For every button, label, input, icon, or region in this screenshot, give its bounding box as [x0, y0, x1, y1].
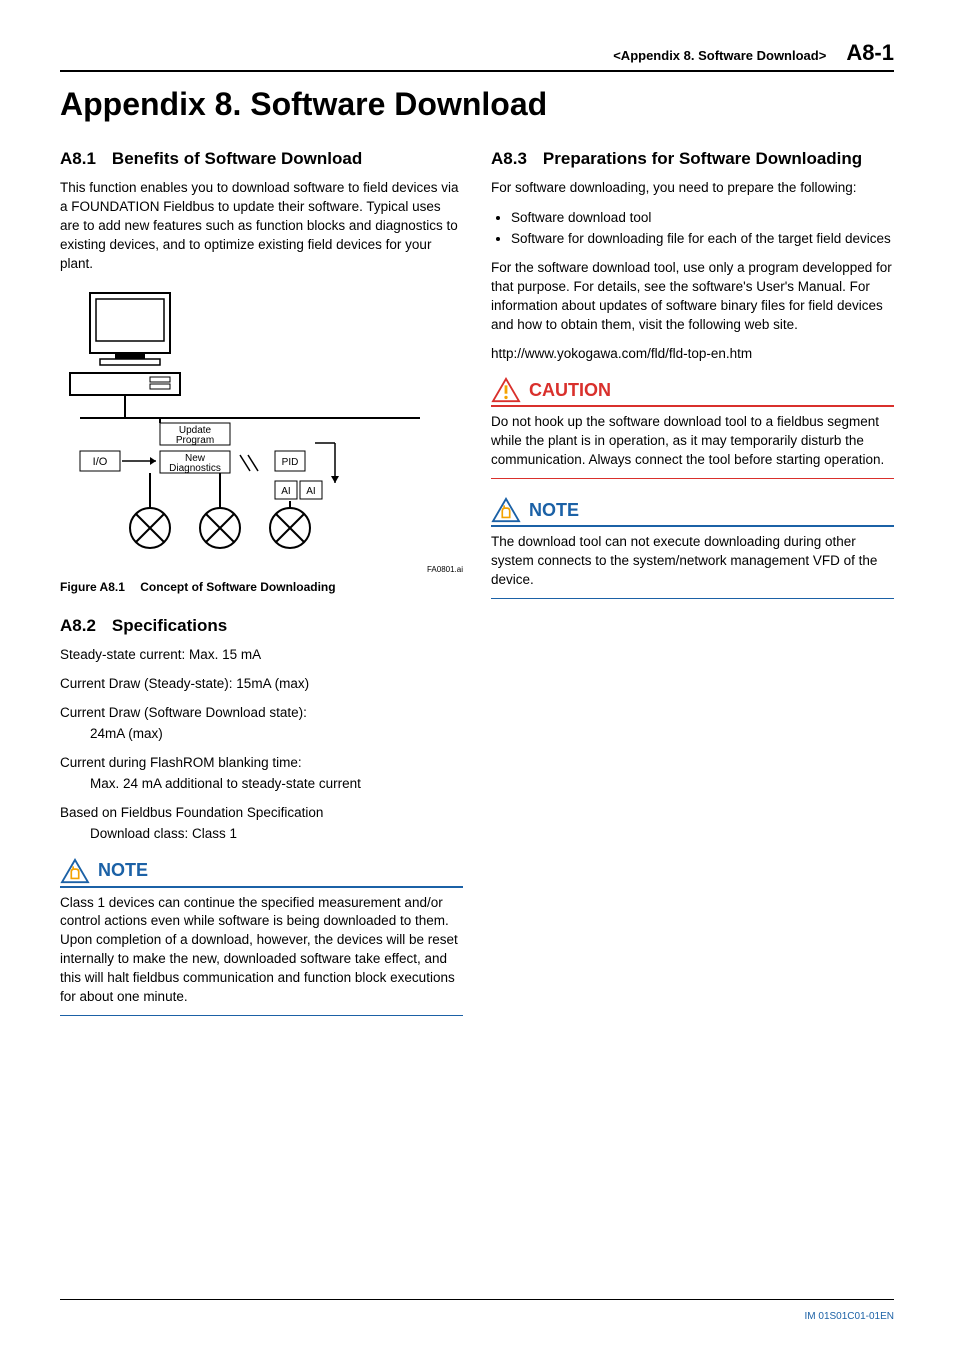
section-a8-1-para: This function enables you to download so… [60, 179, 463, 273]
spec-line: Based on Fieldbus Foundation Specificati… [60, 804, 463, 823]
section-a8-3-para2: For the software download tool, use only… [491, 259, 894, 335]
figure-a8-1-diagram: I/O Update Program New Diagnostics PID [60, 283, 463, 574]
svg-text:I/O: I/O [93, 456, 108, 468]
svg-text:Diagnostics: Diagnostics [169, 463, 221, 474]
section-title: Preparations for Software Downloading [543, 149, 862, 169]
svg-text:Program: Program [176, 435, 214, 446]
prep-list: Software download tool Software for down… [511, 208, 894, 249]
section-title: Benefits of Software Download [112, 149, 362, 169]
figure-caption: Figure A8.1 Concept of Software Download… [60, 580, 463, 594]
svg-text:AI: AI [281, 486, 290, 497]
spec-line-indent: Max. 24 mA additional to steady-state cu… [60, 775, 463, 794]
section-title: Specifications [112, 616, 227, 636]
note-hand-icon [60, 858, 90, 884]
note-body: The download tool can not execute downlo… [491, 533, 894, 599]
caution-callout: CAUTION Do not hook up the software down… [491, 377, 894, 479]
section-a8-2-heading: A8.2 Specifications [60, 616, 463, 636]
list-item: Software for downloading file for each o… [511, 229, 894, 249]
page-title: Appendix 8. Software Download [60, 86, 894, 123]
figure-caption-text: Concept of Software Downloading [140, 580, 335, 594]
caution-bang-icon [491, 377, 521, 403]
spec-line: Current Draw (Steady-state): 15mA (max) [60, 675, 463, 694]
svg-text:AI: AI [306, 486, 315, 497]
spec-line-indent: 24mA (max) [60, 725, 463, 744]
section-a8-3-url: http://www.yokogawa.com/fld/fld-top-en.h… [491, 345, 894, 364]
spec-line: Current during FlashROM blanking time: [60, 754, 463, 773]
figure-caption-label: Figure A8.1 [60, 580, 125, 594]
list-item: Software download tool [511, 208, 894, 228]
note-hand-icon [491, 497, 521, 523]
page-number: A8-1 [846, 40, 894, 66]
caution-body: Do not hook up the software download too… [491, 413, 894, 479]
breadcrumb: <Appendix 8. Software Download> [613, 48, 826, 63]
left-column: A8.1 Benefits of Software Download This … [60, 143, 463, 1034]
section-a8-1-heading: A8.1 Benefits of Software Download [60, 149, 463, 169]
section-number: A8.1 [60, 149, 96, 169]
section-a8-3-heading: A8.3 Preparations for Software Downloadi… [491, 149, 894, 169]
note-callout: NOTE Class 1 devices can continue the sp… [60, 858, 463, 1016]
content-columns: A8.1 Benefits of Software Download This … [60, 143, 894, 1034]
spec-line: Current Draw (Software Download state): [60, 704, 463, 723]
spec-line-indent: Download class: Class 1 [60, 825, 463, 844]
page-header: <Appendix 8. Software Download> A8-1 [60, 40, 894, 72]
spec-line: Steady-state current: Max. 15 mA [60, 646, 463, 665]
right-column: A8.3 Preparations for Software Downloadi… [491, 143, 894, 1034]
svg-text:PID: PID [282, 457, 299, 468]
note-callout: NOTE The download tool can not execute d… [491, 497, 894, 599]
section-number: A8.2 [60, 616, 96, 636]
footer-doc-id: IM 01S01C01-01EN [805, 1311, 895, 1322]
note-heading: NOTE [529, 500, 579, 521]
caution-heading: CAUTION [529, 380, 611, 401]
footer-rule [60, 1299, 894, 1300]
section-a8-3-para1: For software downloading, you need to pr… [491, 179, 894, 198]
note-heading: NOTE [98, 860, 148, 881]
note-body: Class 1 devices can continue the specifi… [60, 894, 463, 1016]
section-number: A8.3 [491, 149, 527, 169]
figure-ref-id: FA0801.ai [60, 565, 463, 574]
